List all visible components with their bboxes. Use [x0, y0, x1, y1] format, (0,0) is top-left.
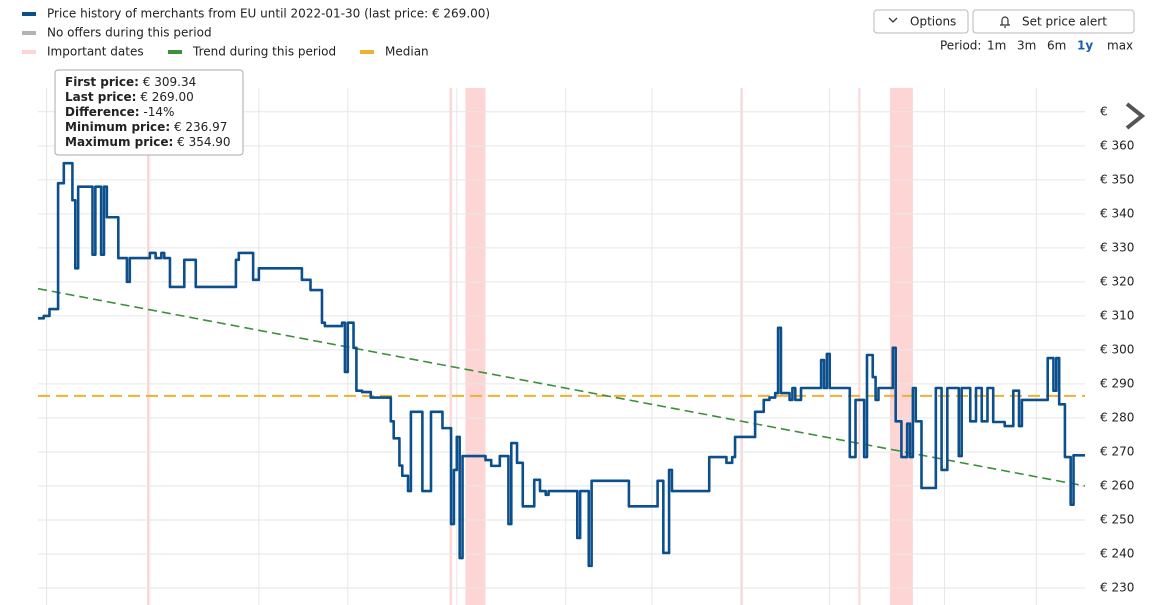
button-label[interactable]: Set price alert [1022, 15, 1107, 29]
tooltip-label: Maximum price: [65, 135, 173, 149]
tooltip-label: Minimum price: [65, 120, 170, 134]
period-option[interactable]: 1m [987, 39, 1006, 53]
legend-label: Median [385, 45, 429, 59]
y-tick-label: € 260 [1100, 478, 1134, 492]
y-tick-label: € 270 [1100, 444, 1134, 458]
y-tick-label: € 320 [1100, 274, 1134, 288]
important-date [465, 88, 486, 605]
y-tick-label: € 250 [1100, 512, 1134, 526]
tooltip-row: Last price: € 269.00 [65, 90, 194, 104]
y-tick-label: € 340 [1100, 206, 1134, 220]
y-tick-label: € 360 [1100, 138, 1134, 152]
period-option[interactable]: 6m [1047, 39, 1066, 53]
next-arrow[interactable] [1125, 102, 1146, 130]
options-button[interactable] [873, 9, 969, 34]
legend-label: Price history of merchants from EU until… [47, 7, 490, 21]
period-option[interactable]: max [1107, 39, 1133, 53]
tooltip-row: Difference: -14% [65, 105, 174, 119]
period-label: Period: [940, 39, 981, 53]
price-line [38, 161, 1085, 568]
y-tick-label: € 230 [1100, 580, 1134, 594]
important-date [147, 88, 150, 605]
tooltip-value: € 269.00 [140, 90, 193, 104]
important-date [858, 88, 861, 605]
chevron-icon [888, 17, 898, 23]
tooltip-label: First price: [65, 75, 139, 89]
important-date [740, 88, 743, 605]
y-tick-label: € 240 [1100, 546, 1134, 560]
button-label[interactable]: Options [910, 15, 956, 29]
period-option[interactable]: 1y [1077, 39, 1093, 53]
period-option[interactable]: 3m [1017, 39, 1036, 53]
y-tick-label: € 290 [1100, 376, 1134, 390]
tooltip-value: -14% [143, 105, 174, 119]
alert-button[interactable] [972, 9, 1135, 34]
important-date [449, 88, 452, 605]
tooltip-label: Last price: [65, 90, 136, 104]
bell-icon [1000, 16, 1010, 28]
tooltip-value: € 309.34 [143, 75, 196, 89]
legend-label: No offers during this period [47, 26, 212, 40]
ui: Options Set price alert Period: Price hi… [22, 7, 1146, 156]
important-date [889, 88, 913, 605]
tooltip-row: Maximum price: € 354.90 [65, 135, 231, 149]
tooltip-value: € 236.97 [174, 120, 227, 134]
tooltip-value: € 354.90 [177, 135, 230, 149]
y-tick-label: € 310 [1100, 308, 1134, 322]
tooltip-label: Difference: [65, 105, 140, 119]
y-tick-label: € 350 [1100, 172, 1134, 186]
y-tick-label: € [1100, 104, 1108, 118]
y-tick-label: € 280 [1100, 410, 1134, 424]
tooltip-row: First price: € 309.34 [65, 75, 196, 89]
y-tick-label: € 300 [1100, 342, 1134, 356]
tooltip-box [54, 69, 244, 156]
y-tick-label: € 330 [1100, 240, 1134, 254]
legend-label: Trend during this period [192, 45, 336, 59]
legend-label: Important dates [47, 45, 144, 59]
tooltip-row: Minimum price: € 236.97 [65, 120, 227, 134]
plot: € 230 € 240 € 250 € 260 € 270 € 280 € 290 € 300… [37, 88, 1134, 605]
